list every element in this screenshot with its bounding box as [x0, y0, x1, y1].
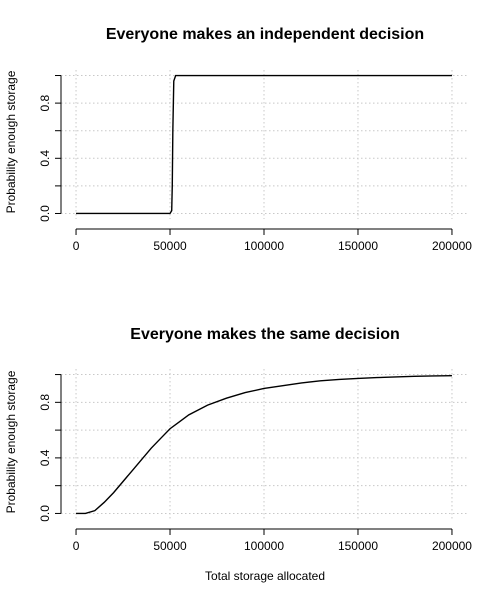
y-tick-label: 0.0	[38, 205, 52, 222]
series-line	[76, 74, 452, 215]
x-tick-label: 150000	[338, 539, 378, 553]
x-tick-label: 0	[73, 539, 80, 553]
series-line	[76, 374, 452, 515]
x-tick-label: 200000	[432, 239, 472, 253]
x-tick-label: 100000	[244, 539, 284, 553]
chart-same-decision: Everyone makes the same decision 0.0 0.4 0…	[4, 326, 472, 583]
chart-title: Everyone makes the same decision	[130, 326, 399, 343]
x-tick-label: 100000	[244, 239, 284, 253]
y-tick-label: 0.0	[38, 505, 52, 522]
y-tick-label: 0.8	[38, 94, 52, 111]
y-tick-label: 0.8	[38, 394, 52, 411]
x-tick-label: 150000	[338, 239, 378, 253]
x-tick-label: 50000	[153, 239, 187, 253]
chart-independent-decision: Everyone makes an independent decision 0…	[4, 26, 472, 253]
y-axis-label: Probability enough storage	[4, 370, 18, 513]
x-axis-label: Total storage allocated	[205, 569, 325, 583]
x-tick-label: 50000	[153, 539, 187, 553]
x-tick-label: 0	[73, 239, 80, 253]
y-tick-label: 0.4	[38, 449, 52, 466]
x-tick-label: 200000	[432, 539, 472, 553]
chart-title: Everyone makes an independent decision	[106, 26, 424, 43]
y-tick-label: 0.4	[38, 150, 52, 167]
y-axis-label: Probability enough storage	[4, 70, 18, 213]
